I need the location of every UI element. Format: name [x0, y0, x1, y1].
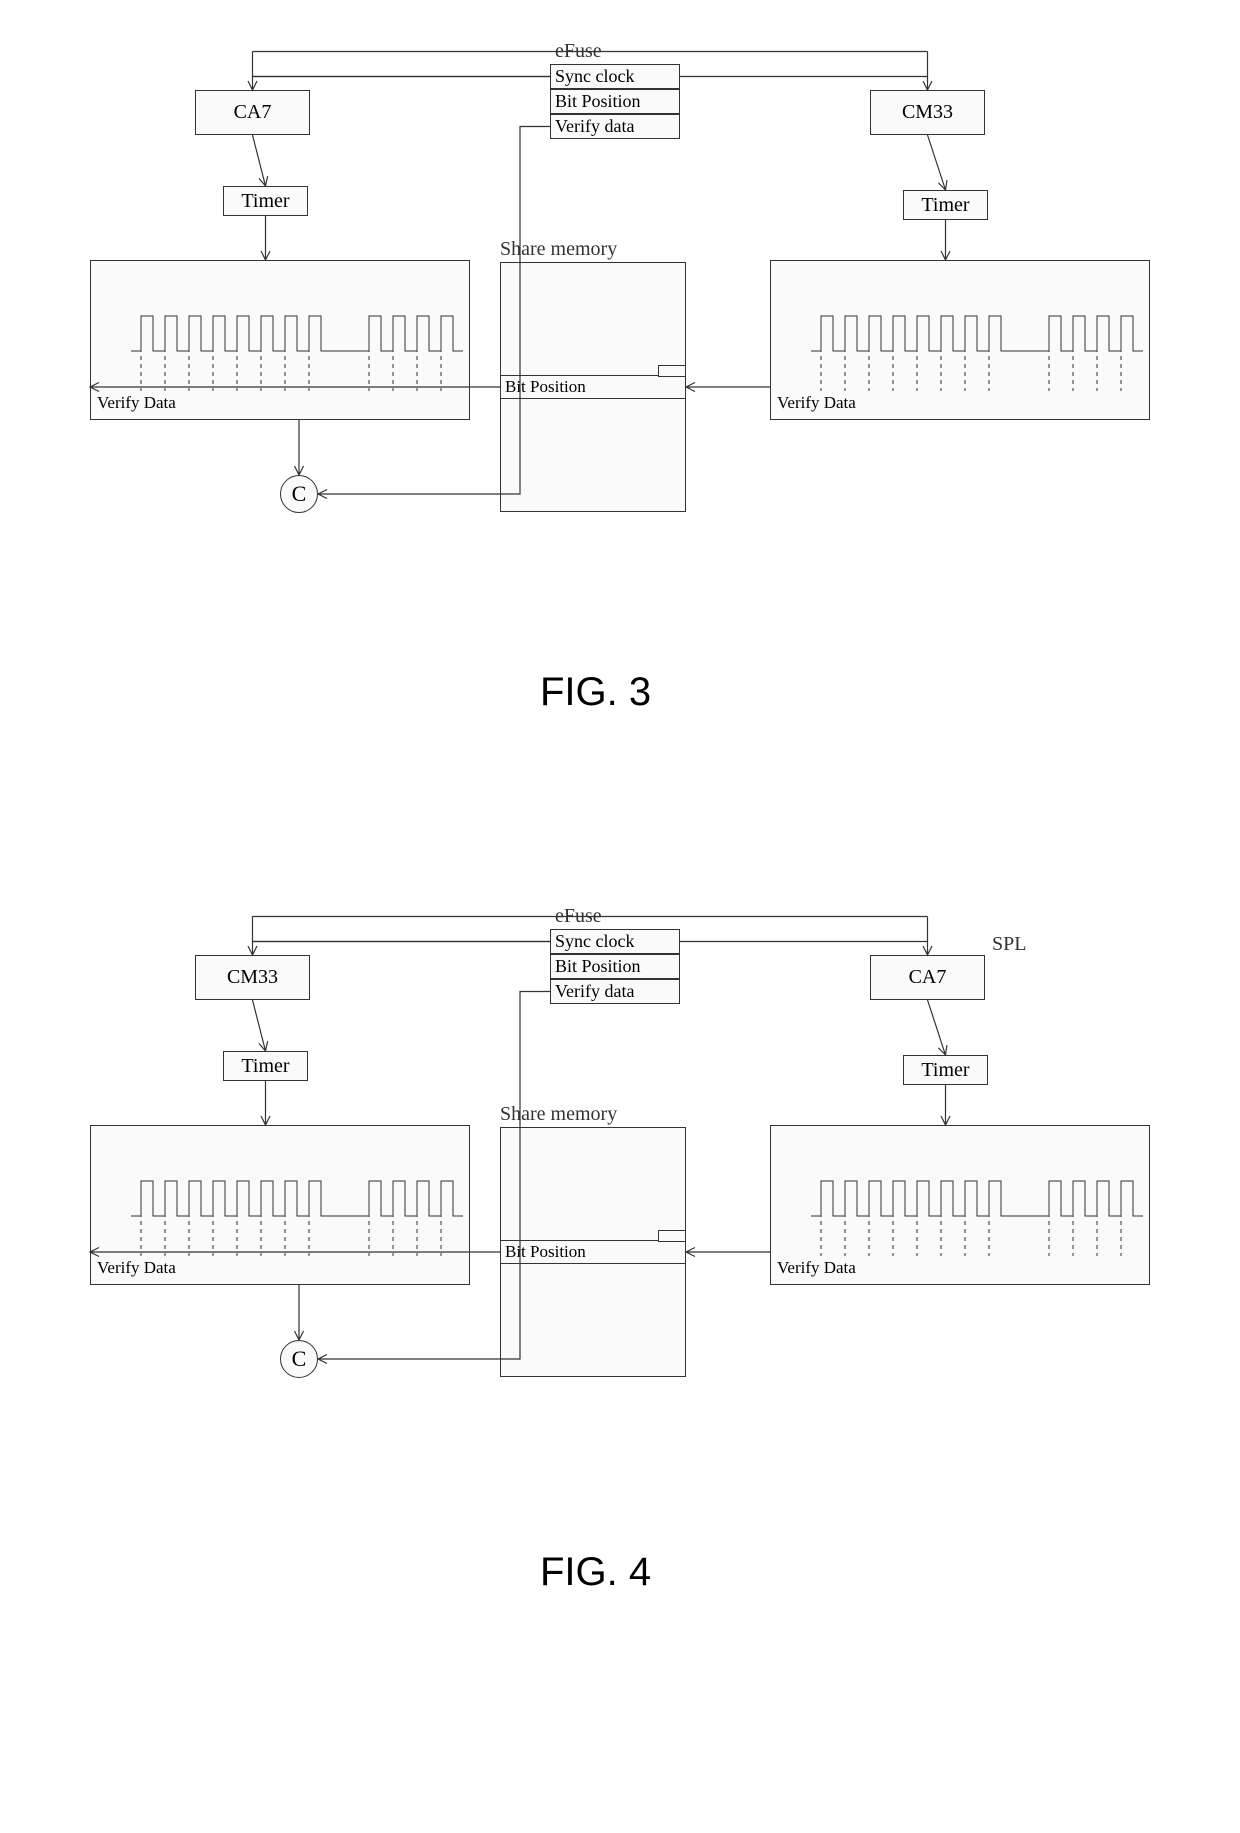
bit-position-row: Bit Position — [500, 375, 686, 399]
bit-position-marker — [658, 365, 686, 377]
figure-title: FIG. 4 — [540, 1550, 651, 1595]
share-memory-label: Share memory — [500, 238, 617, 261]
cpu-left: CM33 — [195, 955, 310, 1000]
timer-left: Timer — [223, 186, 308, 216]
efuse-row: Bit Position — [550, 954, 680, 979]
signal-right: Verify Data — [770, 260, 1150, 420]
signal-left: Verify Data — [90, 260, 470, 420]
timer-right: Timer — [903, 1055, 988, 1085]
bit-position-marker — [658, 1230, 686, 1242]
verify-data-label: Verify Data — [97, 1258, 176, 1278]
figure-title: FIG. 3 — [540, 670, 651, 715]
share-memory-label: Share memory — [500, 1103, 617, 1126]
timer-right: Timer — [903, 190, 988, 220]
verify-data-label: Verify Data — [777, 1258, 856, 1278]
diagram: eFuseSync clockBit PositionVerify dataCA… — [0, 20, 1240, 750]
compare-circle: C — [280, 475, 318, 513]
efuse-row: Verify data — [550, 114, 680, 139]
verify-data-label: Verify Data — [777, 393, 856, 413]
efuse-row: Verify data — [550, 979, 680, 1004]
cpu-left: CA7 — [195, 90, 310, 135]
efuse-label: eFuse — [555, 40, 602, 63]
bit-position-row: Bit Position — [500, 1240, 686, 1264]
verify-data-label: Verify Data — [97, 393, 176, 413]
signal-right: Verify Data — [770, 1125, 1150, 1285]
timer-left: Timer — [223, 1051, 308, 1081]
cpu-right: CA7 — [870, 955, 985, 1000]
efuse-row: Sync clock — [550, 929, 680, 954]
compare-circle: C — [280, 1340, 318, 1378]
efuse-row: Sync clock — [550, 64, 680, 89]
cpu-right: CM33 — [870, 90, 985, 135]
diagram: eFuseSync clockBit PositionVerify dataCM… — [0, 885, 1240, 1615]
efuse-row: Bit Position — [550, 89, 680, 114]
signal-left: Verify Data — [90, 1125, 470, 1285]
efuse-label: eFuse — [555, 905, 602, 928]
spl-label: SPL — [992, 933, 1026, 956]
